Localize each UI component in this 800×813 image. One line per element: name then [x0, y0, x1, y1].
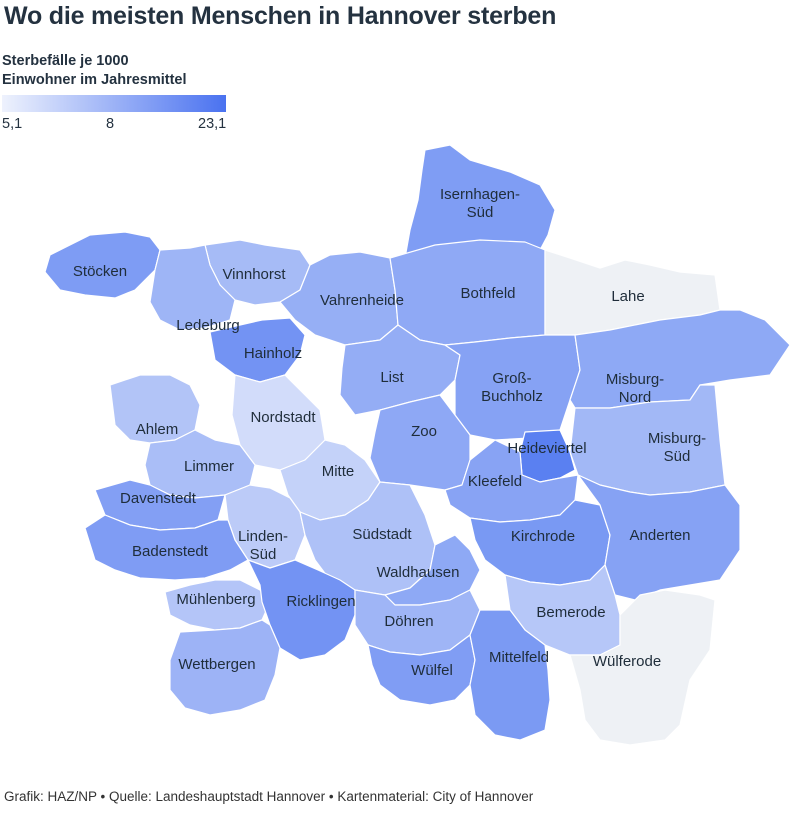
district-wettbergen	[169, 619, 281, 716]
district-list	[339, 324, 461, 416]
district-label-wettbergen: Wettbergen	[178, 656, 255, 673]
district-label-wulferode: Wülferode	[593, 653, 661, 670]
district-label-bemerode: Bemerode	[536, 604, 605, 621]
district-label-davenstedt: Davenstedt	[120, 490, 197, 507]
district-label-linden-sud: Linden-Süd	[238, 528, 288, 563]
page-title: Wo die meisten Menschen in Hannover ster…	[4, 2, 557, 30]
district-label-gross-buchholz: Groß-Buchholz	[481, 370, 543, 405]
district-label-isernhagen-sud: Isernhagen-Süd	[440, 186, 520, 221]
district-label-nordstadt: Nordstadt	[250, 409, 316, 426]
district-label-sudstadt: Südstadt	[352, 526, 412, 543]
district-anderten	[577, 474, 741, 601]
district-map: Isernhagen-Süd Stöcken Vinnhorst Vahrenheid…	[44, 144, 791, 746]
legend-mid-label: 8	[106, 116, 115, 132]
district-stocken	[44, 231, 161, 299]
legend-title-line2: Einwohner im Jahresmittel	[2, 72, 187, 88]
district-hainholz	[209, 317, 306, 383]
district-label-ledeburg: Ledeburg	[176, 317, 239, 334]
district-label-badenstedt: Badenstedt	[132, 543, 209, 560]
district-label-stocken: Stöcken	[73, 263, 127, 280]
district-label-vinnhorst: Vinnhorst	[222, 266, 286, 283]
district-label-dohren: Döhren	[384, 613, 433, 630]
district-label-kirchrode: Kirchrode	[511, 528, 575, 545]
district-label-list: List	[380, 369, 404, 386]
district-label-misburg-sud: Misburg-Süd	[648, 430, 706, 465]
district-label-misburg-nord: Misburg-Nord	[606, 371, 664, 406]
footer-credits: Grafik: HAZ/NP • Quelle: Landeshauptstad…	[4, 789, 534, 804]
district-wulferode	[569, 589, 716, 746]
district-label-kleefeld: Kleefeld	[468, 473, 522, 490]
district-label-ricklingen: Ricklingen	[286, 593, 355, 610]
district-label-wulfel: Wülfel	[411, 662, 453, 679]
district-label-vahrenheide: Vahrenheide	[320, 292, 404, 309]
district-label-hainholz: Hainholz	[244, 345, 302, 362]
legend-min-label: 5,1	[2, 116, 23, 132]
district-label-zoo: Zoo	[411, 423, 437, 440]
legend-max-label: 23,1	[198, 116, 227, 132]
district-label-waldhausen: Waldhausen	[377, 564, 460, 581]
district-ledeburg	[149, 244, 236, 331]
district-label-mitte: Mitte	[322, 463, 355, 480]
legend-color-bar	[2, 95, 226, 112]
district-badenstedt	[84, 514, 249, 581]
district-label-muhlenberg: Mühlenberg	[176, 591, 255, 608]
district-label-limmer: Limmer	[184, 458, 234, 475]
district-label-lahe: Lahe	[611, 288, 644, 305]
legend-title-line1: Sterbefälle je 1000	[2, 53, 129, 69]
district-mittelfeld	[469, 609, 551, 741]
legend-title: Sterbefälle je 1000 Einwohner im Jahresm…	[2, 52, 187, 90]
district-label-ahlem: Ahlem	[136, 421, 179, 438]
district-label-anderten: Anderten	[630, 527, 691, 544]
district-label-mittelfeld: Mittelfeld	[489, 649, 549, 666]
district-misburg-nord	[569, 309, 791, 409]
district-label-heideviertel: Heideviertel	[507, 440, 586, 457]
district-label-bothfeld: Bothfeld	[460, 285, 515, 302]
